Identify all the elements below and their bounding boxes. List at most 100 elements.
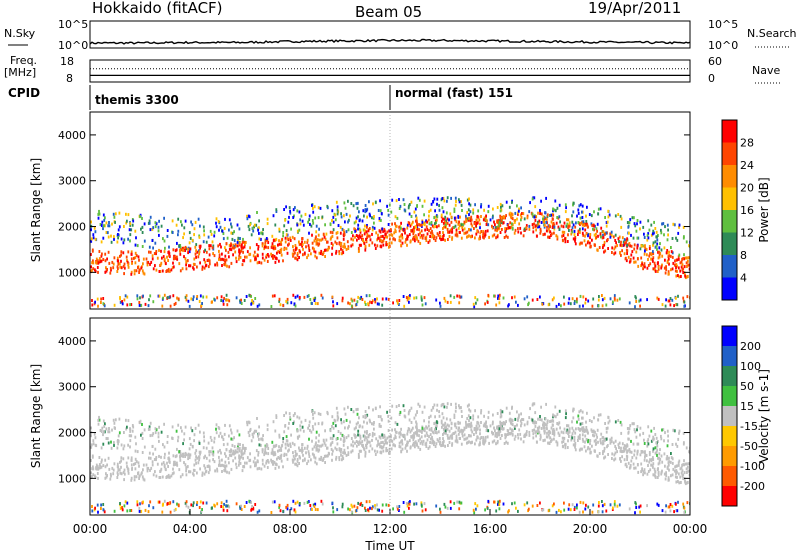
velocity-cell bbox=[640, 450, 643, 454]
velocity-cell bbox=[199, 452, 201, 456]
velocity-cell bbox=[610, 440, 613, 444]
velocity-cell bbox=[621, 455, 623, 459]
power-cell bbox=[116, 270, 119, 273]
velocity-cell bbox=[581, 447, 583, 451]
power-cell bbox=[342, 233, 345, 237]
velocity-colorbar-tick-2: 50 bbox=[740, 380, 754, 393]
power-cell bbox=[287, 220, 290, 224]
velocity-cell bbox=[222, 505, 225, 509]
power-cell bbox=[251, 226, 254, 230]
velocity-cell bbox=[597, 510, 600, 514]
power-cell bbox=[371, 301, 373, 305]
velocity-cell bbox=[223, 468, 226, 472]
power-cell bbox=[102, 297, 105, 300]
power-cell bbox=[302, 253, 304, 257]
power-cell bbox=[282, 234, 284, 238]
velocity-cell bbox=[261, 458, 264, 462]
velocity-cell bbox=[224, 452, 226, 456]
velocity-cell bbox=[97, 476, 99, 480]
velocity-cell bbox=[498, 499, 501, 503]
velocity-cell bbox=[343, 439, 346, 443]
velocity-cell bbox=[398, 445, 401, 448]
power-cell bbox=[597, 212, 600, 216]
power-cell bbox=[573, 302, 576, 305]
velocity-cell bbox=[553, 431, 556, 435]
velocity-cell bbox=[604, 455, 607, 459]
power-cell bbox=[228, 255, 230, 259]
power-cell bbox=[258, 226, 260, 230]
power-cell bbox=[320, 293, 323, 297]
power-cell bbox=[245, 295, 248, 298]
power-cell bbox=[583, 223, 586, 227]
power-cell bbox=[496, 227, 499, 231]
velocity-cell bbox=[132, 425, 135, 429]
velocity-cell bbox=[275, 443, 278, 447]
velocity-cell bbox=[418, 404, 421, 408]
velocity-cell bbox=[519, 419, 522, 423]
velocity-cell bbox=[296, 464, 299, 468]
power-cell bbox=[154, 225, 157, 229]
velocity-cell bbox=[443, 431, 445, 435]
power-cell bbox=[358, 234, 361, 238]
power-cell bbox=[418, 228, 420, 232]
velocity-cell bbox=[410, 406, 413, 410]
power-cell bbox=[533, 222, 536, 226]
velocity-cell bbox=[421, 426, 424, 430]
velocity-cell bbox=[308, 437, 310, 441]
power-cell bbox=[643, 252, 646, 256]
velocity-cell bbox=[552, 415, 554, 419]
power-cell bbox=[377, 236, 379, 240]
power-cell bbox=[639, 227, 641, 231]
velocity-cell bbox=[186, 465, 189, 469]
velocity-cell bbox=[179, 455, 181, 458]
velocity-cell bbox=[163, 465, 166, 469]
power-cell bbox=[203, 266, 206, 270]
velocity-cell bbox=[619, 420, 622, 424]
velocity-cell bbox=[179, 458, 182, 462]
velocity-cell bbox=[581, 422, 584, 425]
power-cell bbox=[500, 205, 502, 209]
velocity-cell bbox=[116, 476, 119, 479]
velocity-cell bbox=[406, 432, 409, 436]
power-cell bbox=[686, 256, 688, 260]
velocity-cell bbox=[310, 458, 312, 462]
power-cell bbox=[510, 212, 513, 216]
velocity-cell bbox=[417, 445, 420, 449]
velocity-cell bbox=[194, 426, 197, 430]
power-cell bbox=[637, 264, 640, 268]
velocity-cell bbox=[367, 440, 370, 444]
velocity-cell bbox=[413, 502, 415, 506]
velocity-cell bbox=[571, 426, 574, 430]
power-cell bbox=[352, 204, 355, 208]
power-cell bbox=[438, 208, 441, 212]
power-cell bbox=[317, 216, 320, 220]
velocity-cell bbox=[684, 462, 687, 466]
velocity-cell bbox=[526, 422, 529, 426]
velocity-cell bbox=[367, 435, 370, 439]
velocity-cell bbox=[550, 426, 553, 430]
power-cell bbox=[135, 254, 138, 258]
velocity-cell bbox=[416, 410, 418, 414]
velocity-cell bbox=[231, 437, 234, 441]
velocity-cell bbox=[187, 457, 189, 461]
power-cell bbox=[428, 239, 431, 243]
velocity-cell bbox=[135, 475, 138, 479]
velocity-cell bbox=[93, 432, 96, 436]
power-cell bbox=[508, 205, 511, 209]
power-cell bbox=[416, 204, 418, 208]
power-cell bbox=[331, 252, 333, 256]
power-cell bbox=[390, 210, 393, 214]
velocity-cell bbox=[501, 434, 503, 437]
power-cell bbox=[469, 219, 472, 223]
velocity-cell bbox=[573, 439, 576, 442]
velocity-cell bbox=[398, 505, 401, 508]
power-cell bbox=[166, 229, 169, 232]
velocity-cell bbox=[415, 422, 418, 426]
velocity-cell bbox=[144, 508, 147, 512]
velocity-cell bbox=[308, 452, 310, 456]
velocity-cell bbox=[286, 503, 289, 507]
power-cell bbox=[331, 295, 334, 299]
velocity-cell bbox=[449, 418, 452, 422]
velocity-cell bbox=[134, 457, 137, 461]
power-cell bbox=[138, 268, 141, 272]
